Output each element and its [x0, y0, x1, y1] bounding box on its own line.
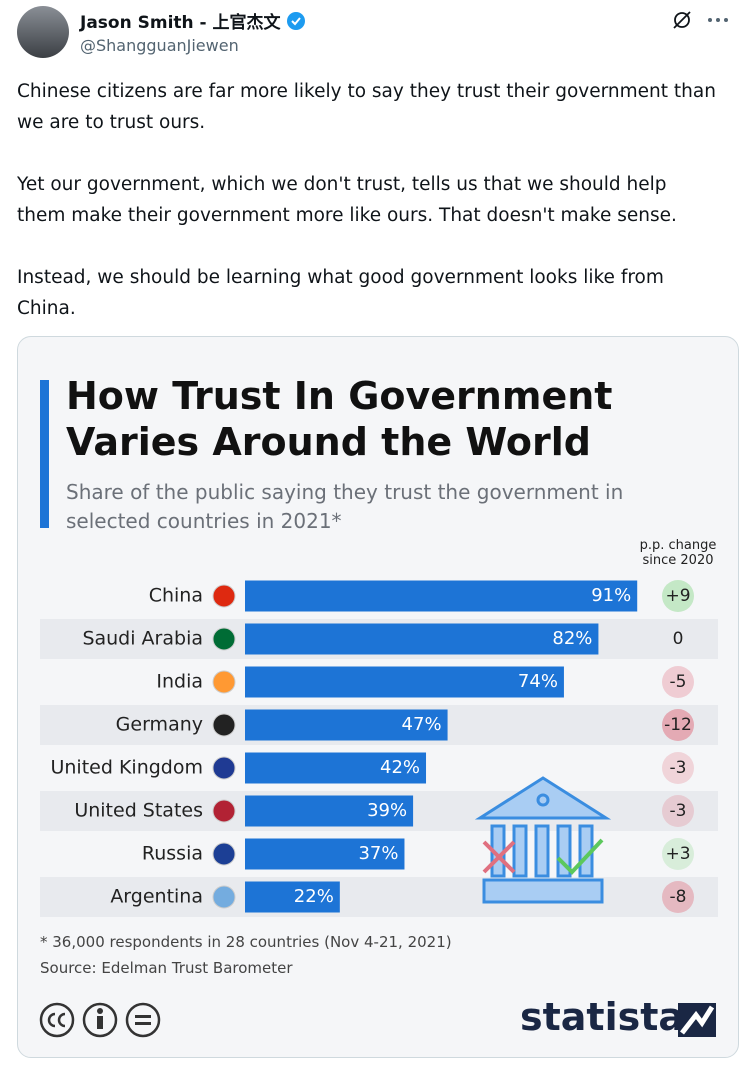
tweet-paragraph: Chinese citizens are far more likely to … — [17, 81, 716, 133]
icon-cross — [482, 840, 516, 874]
flag — [212, 842, 236, 866]
change-label: 0 — [673, 629, 684, 649]
change-label: -8 — [670, 887, 687, 907]
bar — [245, 838, 405, 870]
category-label: United States — [74, 800, 203, 822]
value-label: 91% — [591, 585, 631, 606]
flag — [212, 713, 236, 737]
license-icons — [39, 1002, 161, 1038]
brand-logo — [678, 1003, 716, 1037]
icon-column — [512, 824, 528, 878]
title-accent — [40, 380, 49, 528]
category-label: Germany — [116, 714, 203, 736]
author-row: Jason Smith - 上官杰文 — [80, 8, 306, 33]
brand: statista — [520, 995, 685, 1039]
chart-subtitle: Share of the public saying they trust th… — [66, 480, 624, 533]
bar — [245, 580, 638, 612]
tweet-text: Chinese citizens are far more likely to … — [17, 76, 717, 355]
value-label: 37% — [358, 843, 398, 864]
value-label: 22% — [294, 886, 334, 907]
value-label: 42% — [380, 757, 420, 778]
category-label: United Kingdom — [50, 757, 203, 779]
value-label: 39% — [367, 800, 407, 821]
change-label: -3 — [670, 801, 687, 821]
bar — [245, 666, 564, 698]
flag — [212, 799, 236, 823]
tweet-paragraph: Instead, we should be learning what good… — [17, 267, 664, 319]
row-band — [40, 877, 718, 917]
change-header: p.p. change since 2020 — [639, 538, 717, 568]
flag — [212, 584, 236, 608]
bar — [245, 709, 448, 741]
change-marker — [662, 709, 694, 741]
category-label: India — [156, 671, 203, 693]
tweet-paragraph: Yet our government, which we don't trust… — [17, 174, 677, 226]
icon-base — [482, 878, 604, 904]
change-marker — [662, 580, 694, 612]
flag — [212, 627, 236, 651]
change-label: -3 — [670, 758, 687, 778]
category-label: Argentina — [110, 886, 203, 908]
flag — [212, 885, 236, 909]
icon-check — [556, 838, 604, 875]
icon-roof — [474, 776, 612, 820]
change-marker — [662, 666, 694, 698]
bar — [245, 881, 340, 913]
verified-badge — [286, 11, 305, 30]
change-marker — [662, 881, 694, 913]
change-label: +3 — [665, 844, 690, 864]
change-label: -12 — [664, 715, 692, 735]
bar — [245, 795, 414, 827]
change-marker — [662, 795, 694, 827]
change-label: +9 — [665, 586, 690, 606]
value-label: 82% — [552, 628, 592, 649]
bar — [245, 752, 427, 784]
building-icon — [474, 776, 612, 904]
icon-column — [534, 824, 550, 878]
icon-dot — [536, 793, 550, 807]
category-label: China — [149, 585, 203, 607]
change-marker — [662, 838, 694, 870]
footnote: * 36,000 respondents in 28 countries (No… — [40, 933, 452, 951]
tweet-actions[interactable] — [670, 8, 740, 32]
value-label: 47% — [402, 714, 442, 735]
author-name[interactable]: Jason Smith - 上官杰文 — [80, 13, 281, 33]
value-label: 74% — [518, 671, 558, 692]
flag — [212, 670, 236, 694]
avatar[interactable] — [17, 6, 69, 58]
bar — [245, 623, 599, 655]
category-label: Saudi Arabia — [82, 628, 203, 650]
change-marker — [662, 752, 694, 784]
source: Source: Edelman Trust Barometer — [40, 959, 293, 977]
chart-title: How Trust In Government Varies Around th… — [66, 374, 613, 464]
flag — [212, 756, 236, 780]
category-label: Russia — [142, 843, 203, 865]
change-label: -5 — [670, 672, 687, 692]
handle[interactable]: @ShangguanJiewen — [80, 36, 239, 55]
